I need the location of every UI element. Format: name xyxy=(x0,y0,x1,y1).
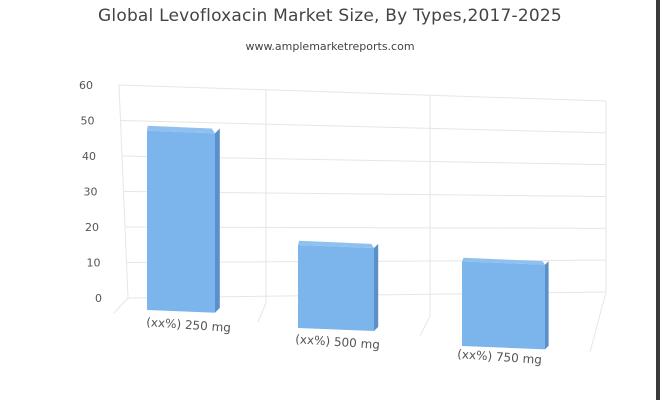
bar-top-face xyxy=(147,125,215,134)
bar-2 xyxy=(298,240,379,332)
floor-right-edge xyxy=(589,291,607,353)
y-tick-label: 60 xyxy=(79,79,93,92)
bar-side-face xyxy=(545,261,549,350)
y-tick-label: 20 xyxy=(85,221,99,234)
gridline-60 xyxy=(118,84,607,102)
bar-side-face xyxy=(374,243,379,332)
bar-side-face xyxy=(215,128,220,313)
bar-top-face xyxy=(462,257,545,265)
window-edge xyxy=(656,0,660,400)
floor-sep-2 xyxy=(419,315,431,337)
floor-left-edge xyxy=(113,297,129,314)
bar-front-face xyxy=(298,245,374,332)
y-tick-label: 0 xyxy=(95,292,102,305)
y-tick-label: 40 xyxy=(82,150,96,163)
category-label: (xx%) 500 mg xyxy=(295,332,381,352)
bar-3 xyxy=(462,257,549,350)
vgrid-0 xyxy=(118,84,129,299)
floor-sep-1 xyxy=(257,302,267,323)
chart-title: Global Levofloxacin Market Size, By Type… xyxy=(98,6,562,26)
chart-subtitle: www.amplemarketreports.com xyxy=(245,40,415,53)
bar-top-face xyxy=(298,240,374,249)
category-label: (xx%) 250 mg xyxy=(146,315,232,335)
y-tick-label: 10 xyxy=(87,257,101,270)
bar-front-face xyxy=(462,261,545,350)
gridline-50 xyxy=(120,120,607,134)
bar-front-face xyxy=(147,130,215,313)
y-tick-label: 30 xyxy=(84,186,98,199)
bar-1 xyxy=(147,125,220,313)
category-label: (xx%) 750 mg xyxy=(457,347,543,367)
y-tick-label: 50 xyxy=(81,115,95,128)
